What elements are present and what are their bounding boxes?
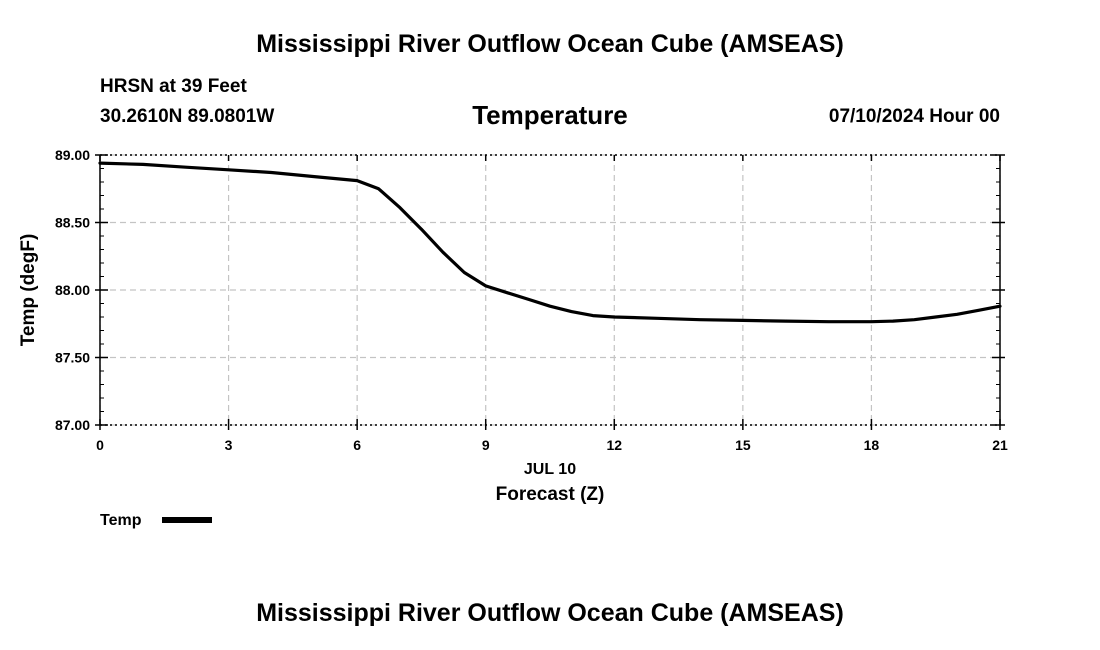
y-tick-label: 87.00 (55, 417, 90, 433)
legend-label-temp: Temp (100, 512, 142, 529)
x-axis-label: Forecast (Z) (496, 484, 605, 505)
forecast-datetime: 07/10/2024 Hour 00 (828, 106, 1000, 127)
page-title: Mississippi River Outflow Ocean Cube (AM… (256, 30, 844, 58)
axes: JUL 10 Forecast (Z) Temp (degF) 87.00 87.… (18, 147, 1008, 505)
series-line-temp (98, 161, 1002, 324)
legend: Temp (100, 512, 212, 529)
y-tick-label: 89.00 (55, 147, 90, 163)
footer-title: Mississippi River Outflow Ocean Cube (AM… (256, 599, 844, 627)
x-axis-sublabel: JUL 10 (524, 461, 576, 478)
x-tick-label: 9 (482, 437, 490, 453)
x-tick-label: 0 (96, 437, 104, 453)
x-tick-label: 15 (735, 437, 751, 453)
y-axis-label: Temp (degF) (18, 234, 39, 347)
coordinates-label: 30.2610N 89.0801W (100, 106, 275, 127)
series-layer (98, 161, 1002, 324)
plot-frame (95, 154, 1005, 430)
x-tick-label: 21 (992, 437, 1008, 453)
y-tick-label: 87.50 (55, 350, 90, 366)
y-tick-label: 88.50 (55, 215, 90, 231)
grid (99, 154, 1001, 426)
x-tick-label: 18 (864, 437, 880, 453)
x-tick-label: 12 (606, 437, 622, 453)
station-label: HRSN at 39 Feet (100, 76, 247, 97)
y-tick-label: 88.00 (55, 282, 90, 298)
chart-title: Temperature (472, 100, 628, 130)
x-tick-label: 3 (225, 437, 233, 453)
x-tick-label: 6 (353, 437, 361, 453)
